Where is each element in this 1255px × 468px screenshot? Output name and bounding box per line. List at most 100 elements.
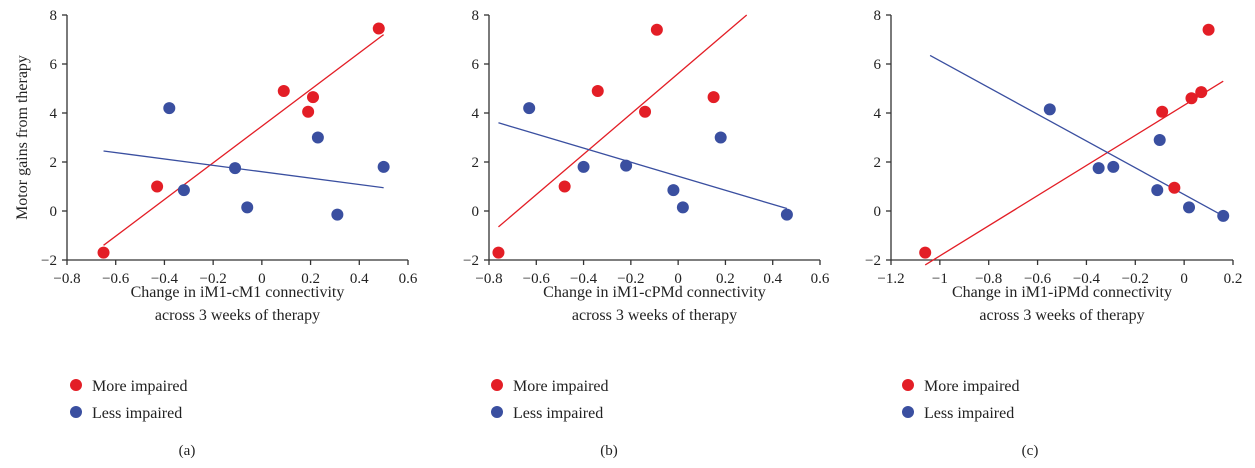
chart-panel-3: −2 0 2 4 6 8 −1.2 −1 −0.8 −0.6 −0.4 −0.2 0 0.2 Change … [865, 8, 1242, 459]
legend-label-more-impaired: More impaired [924, 378, 1020, 395]
x-tick-label: −0.8 [975, 271, 1002, 287]
x-tick-label: 0.4 [763, 271, 782, 287]
y-tick-label: 6 [50, 57, 58, 73]
more-impaired-point [307, 91, 320, 104]
x-tick-label: 0.2 [1224, 271, 1243, 287]
y-tick-label: −2 [463, 253, 479, 269]
x-tick-label: −0.2 [200, 271, 227, 287]
y-tick-label: 8 [472, 8, 480, 24]
more-impaired-point [277, 84, 290, 97]
less-impaired-point [331, 208, 344, 221]
x-tick-label: 0 [258, 271, 266, 287]
less-impaired-fit-line [103, 150, 384, 189]
x-tick-label: −1.2 [877, 271, 904, 287]
x-axis-label-line-2: across 3 weeks of therapy [155, 307, 320, 324]
less-impaired-point [676, 201, 689, 214]
legend-label-less-impaired: Less impaired [513, 405, 603, 422]
more-impaired-fit-line [498, 14, 748, 228]
more-impaired-fit-line [103, 34, 385, 246]
y-tick-label: 0 [874, 204, 882, 220]
more-impaired-point [707, 91, 720, 104]
more-impaired-point [1156, 105, 1169, 118]
legend-label-less-impaired: Less impaired [92, 405, 182, 422]
panel-label: (c) [1022, 443, 1039, 459]
more-impaired-point [1202, 23, 1215, 36]
y-tick-label: −2 [41, 253, 57, 269]
more-impaired-fit-line [924, 80, 1224, 266]
x-tick-label: 0.2 [716, 271, 735, 287]
y-tick-label: 6 [874, 57, 882, 73]
less-impaired-point [1107, 160, 1120, 173]
chart-panel-2: −2 0 2 4 6 8 −0.8 −0.6 −0.4 −0.2 0 0.2 0.4 0.6 Change … [463, 8, 830, 459]
x-tick-label: −0.4 [1073, 271, 1101, 287]
less-impaired-point [1153, 133, 1166, 146]
legend-marker-less-impaired [70, 406, 82, 418]
more-impaired-point [492, 246, 505, 259]
x-tick-label: −0.6 [523, 271, 551, 287]
y-axis-label: Motor gains from therapy [14, 55, 31, 220]
less-impaired-point [1151, 184, 1164, 197]
y-tick-label: 4 [472, 106, 480, 122]
chart-panel-1: −2 0 2 4 6 8 −0.8 −0.6 −0.4 −0.2 0 0.2 0.4 0.6 Motor g… [14, 8, 418, 459]
less-impaired-point [311, 131, 324, 144]
panel-label: (b) [600, 443, 618, 459]
more-impaired-point [650, 23, 663, 36]
legend-marker-more-impaired [902, 379, 914, 391]
more-impaired-point [558, 180, 571, 193]
y-tick-label: −2 [865, 253, 881, 269]
y-tick-label: 8 [50, 8, 58, 24]
x-axis-label-line-1: Change in iM1-iPMd connectivity [952, 284, 1172, 301]
y-tick-label: 0 [50, 204, 58, 220]
legend-label-more-impaired: More impaired [92, 378, 188, 395]
x-tick-label: 0.6 [399, 271, 418, 287]
x-tick-label: −0.8 [475, 271, 502, 287]
less-impaired-point [163, 102, 176, 115]
x-tick-label: −0.6 [1024, 271, 1052, 287]
panel-label: (a) [179, 443, 196, 459]
y-tick-label: 0 [472, 204, 480, 220]
x-tick-label: 0.2 [301, 271, 320, 287]
x-tick-label: 0 [674, 271, 682, 287]
less-impaired-point [667, 184, 680, 197]
x-tick-label: 0.6 [811, 271, 830, 287]
y-tick-label: 4 [874, 106, 882, 122]
more-impaired-point [591, 84, 604, 97]
more-impaired-point [919, 246, 932, 259]
more-impaired-point [1185, 92, 1198, 105]
less-impaired-point [177, 184, 190, 197]
x-tick-label: −0.4 [570, 271, 598, 287]
x-tick-label: 0 [1180, 271, 1188, 287]
less-impaired-fit-line [929, 54, 1224, 217]
y-tick-label: 4 [50, 106, 58, 122]
legend-marker-more-impaired [70, 379, 82, 391]
x-tick-label: −0.8 [53, 271, 80, 287]
x-axis-label-line-1: Change in iM1-cPMd connectivity [543, 284, 766, 301]
legend-marker-less-impaired [491, 406, 503, 418]
y-tick-label: 6 [472, 57, 480, 73]
x-tick-label: −0.4 [151, 271, 179, 287]
less-impaired-point [1183, 201, 1196, 214]
less-impaired-point [620, 159, 633, 172]
y-tick-label: 2 [472, 155, 480, 171]
x-tick-label: −0.2 [617, 271, 644, 287]
less-impaired-point [377, 160, 390, 173]
legend-marker-more-impaired [491, 379, 503, 391]
more-impaired-point [302, 105, 315, 118]
more-impaired-point [1168, 181, 1181, 194]
less-impaired-point [523, 102, 536, 115]
less-impaired-point [1043, 103, 1056, 116]
x-axis-label-line-2: across 3 weeks of therapy [572, 307, 737, 324]
x-axis-label-line-2: across 3 weeks of therapy [979, 307, 1144, 324]
y-tick-label: 2 [874, 155, 882, 171]
more-impaired-point [372, 22, 385, 35]
less-impaired-point [577, 160, 590, 173]
less-impaired-point [229, 162, 242, 175]
x-tick-label: 0.4 [350, 271, 369, 287]
y-tick-label: 2 [50, 155, 58, 171]
more-impaired-point [151, 180, 164, 193]
less-impaired-point [1092, 162, 1105, 175]
x-tick-label: −1 [932, 271, 948, 287]
x-tick-label: −0.2 [1122, 271, 1149, 287]
legend-label-less-impaired: Less impaired [924, 405, 1014, 422]
